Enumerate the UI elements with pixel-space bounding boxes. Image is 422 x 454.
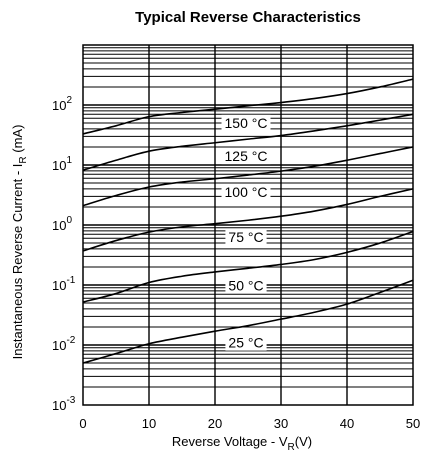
y-tick-base: 10 (52, 158, 66, 173)
chart-curves (82, 78, 414, 364)
series-label: 25 °C (228, 335, 263, 351)
y-tick-label: 10-2 (52, 335, 76, 353)
series-label-background (225, 277, 267, 294)
y-axis-label: Instantaneous Reverse Current - IR (mA) (10, 125, 29, 360)
x-axis-label-main: Reverse Voltage - V (172, 434, 288, 449)
curve-labels: 25 °C 50 °C 75 °C 100 °C 125 °C 150 °C (221, 114, 271, 351)
y-axis-label-subscript: R (18, 156, 29, 163)
y-tick-exponent: -3 (66, 395, 75, 406)
series-label: 75 °C (228, 229, 263, 245)
y-tick-exponent: -2 (66, 335, 75, 346)
series-line (82, 188, 414, 252)
y-axis-label-unit: (mA) (10, 125, 25, 157)
series-line (82, 78, 414, 135)
y-tick-base: 10 (52, 398, 66, 413)
series-label: 100 °C (225, 184, 268, 200)
y-tick-exponent: 2 (66, 95, 72, 106)
x-tick-label: 0 (79, 416, 86, 431)
y-tick-base: 10 (52, 218, 66, 233)
series-label-background (221, 148, 271, 165)
x-axis-ticks: 0 10 20 30 40 50 (79, 416, 420, 431)
y-tick-label: 102 (52, 95, 72, 113)
series-label-background (225, 334, 267, 351)
y-tick-label: 101 (52, 155, 72, 173)
series-label: 125 °C (225, 148, 268, 164)
x-tick-label: 10 (142, 416, 156, 431)
series-label: 50 °C (228, 277, 263, 293)
y-tick-label: 10-1 (52, 275, 76, 293)
y-axis-label-main: Instantaneous Reverse Current - I (10, 164, 25, 360)
series-label-background (221, 184, 271, 201)
y-tick-base: 10 (52, 278, 66, 293)
x-tick-label: 40 (340, 416, 354, 431)
series-line (82, 146, 414, 207)
x-axis-label: Reverse Voltage - VR(V) (172, 434, 312, 453)
series-label: 150 °C (225, 115, 268, 131)
plot-area-border (82, 44, 414, 406)
series-line (82, 230, 414, 303)
y-tick-base: 10 (52, 98, 66, 113)
x-tick-label: 50 (406, 416, 420, 431)
y-tick-exponent: 0 (66, 215, 72, 226)
x-axis-label-subscript: R (288, 442, 295, 453)
y-tick-label: 10-3 (52, 395, 76, 413)
x-tick-label: 20 (208, 416, 222, 431)
series-label-background (225, 229, 267, 246)
series-label-background (221, 114, 271, 131)
series-line (82, 113, 414, 171)
y-tick-base: 10 (52, 338, 66, 353)
x-axis-label-unit: (V) (295, 434, 312, 449)
y-tick-label: 100 (52, 215, 72, 233)
x-tick-label: 30 (274, 416, 288, 431)
y-tick-exponent: 1 (66, 155, 72, 166)
y-tick-exponent: -1 (66, 275, 75, 286)
series-line (82, 279, 414, 364)
chart-grid (83, 45, 413, 405)
chart-title: Typical Reverse Characteristics (135, 9, 361, 26)
